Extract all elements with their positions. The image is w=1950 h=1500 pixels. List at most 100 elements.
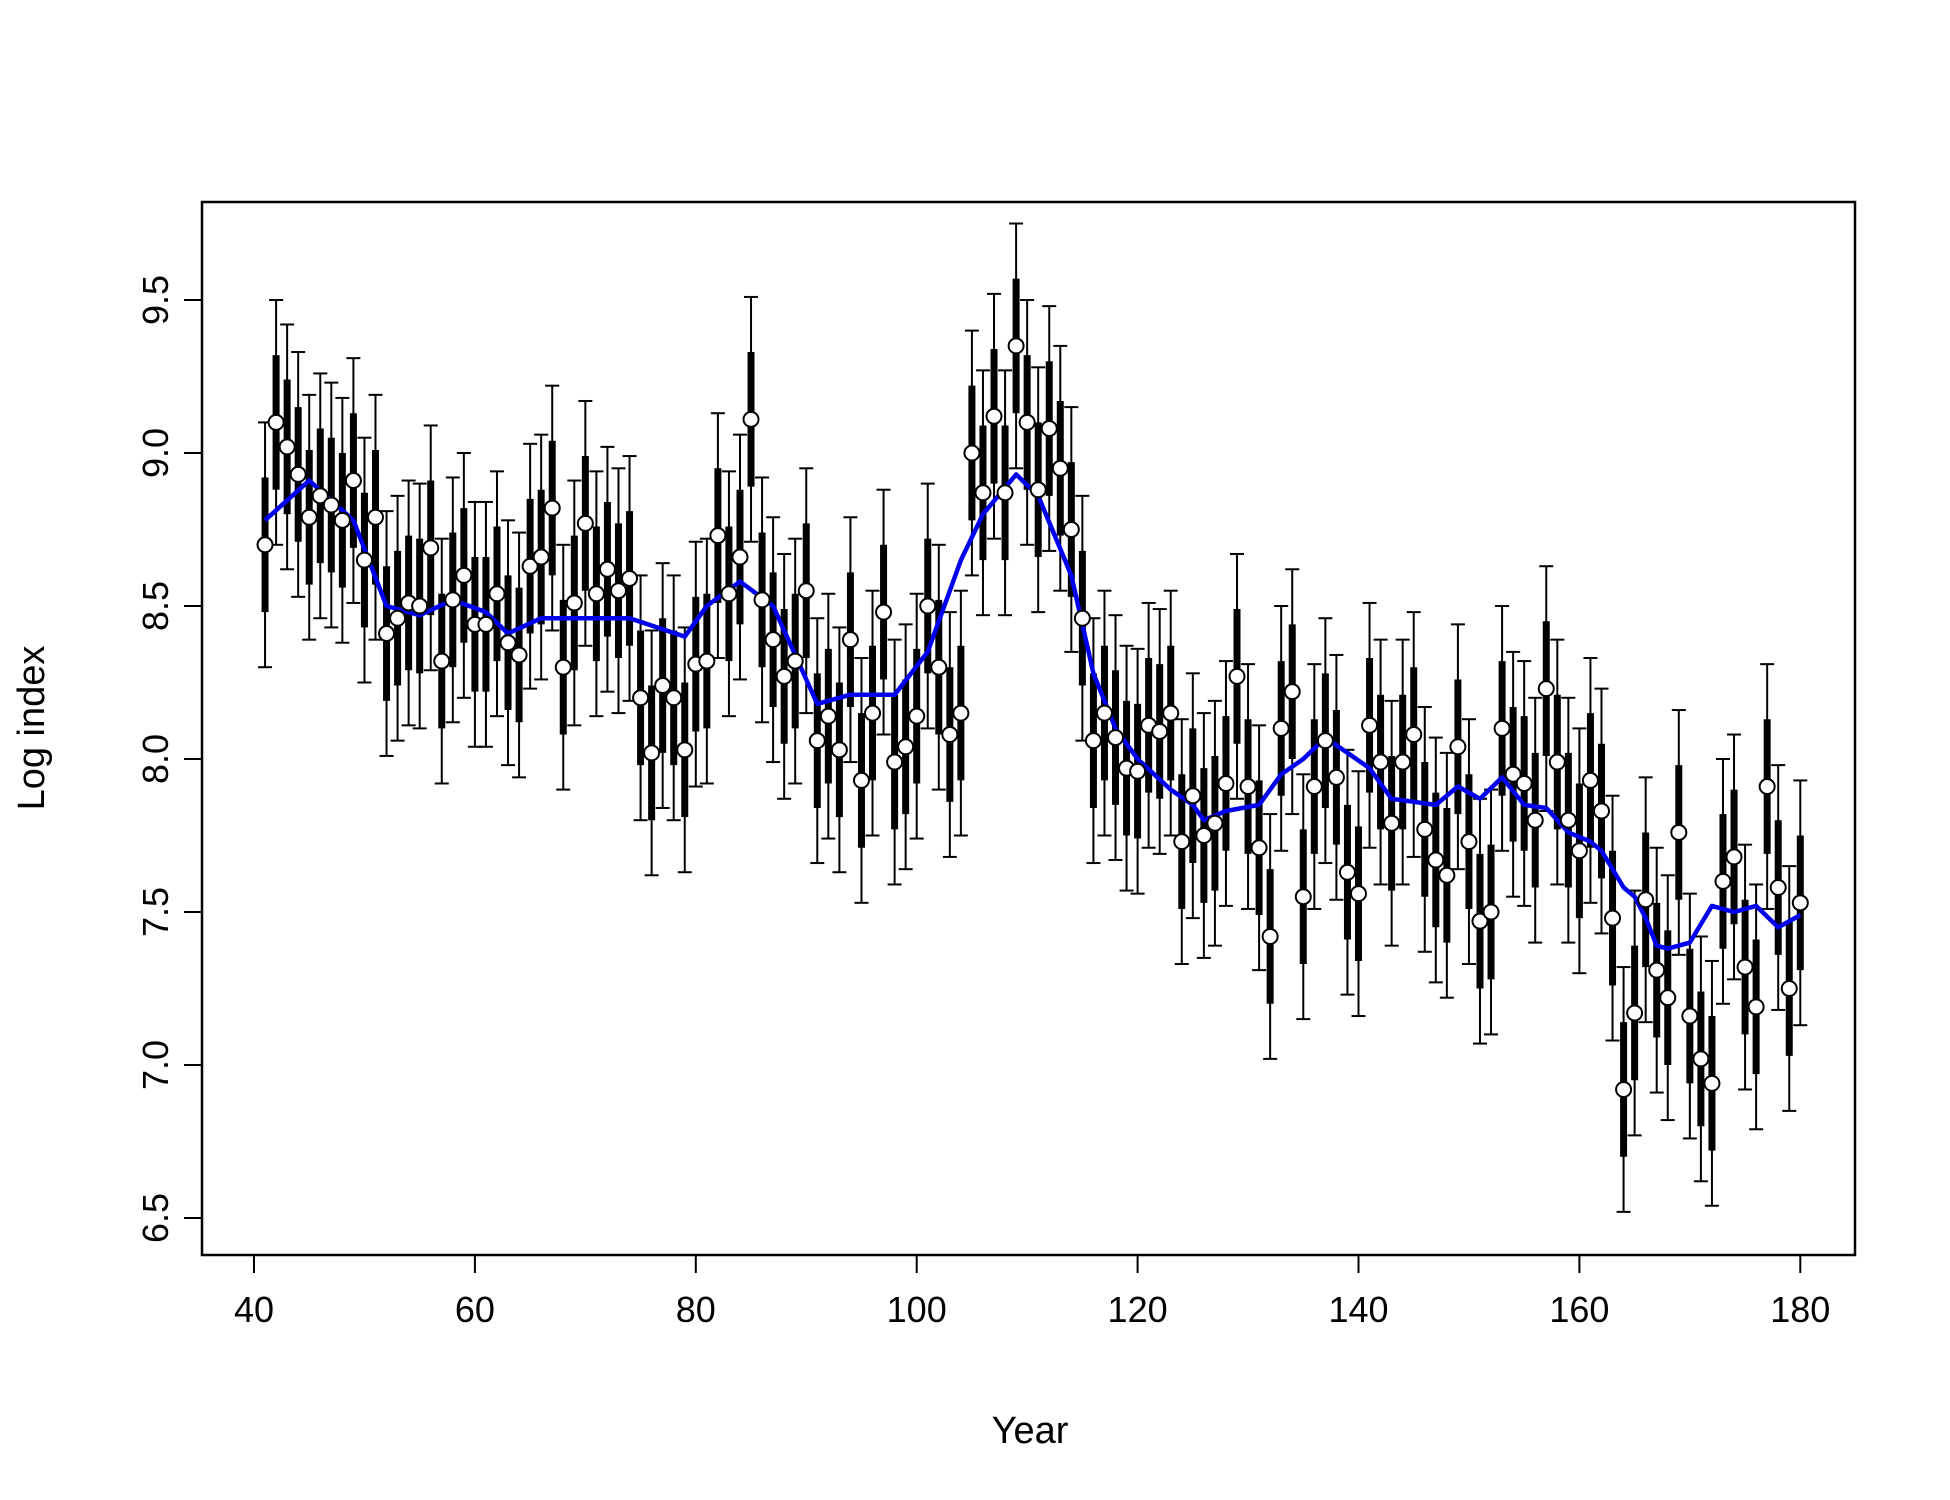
data-point <box>709 527 727 545</box>
y-tick-label: 9.5 <box>135 275 176 325</box>
data-point <box>1107 729 1125 747</box>
data-point <box>775 667 793 685</box>
data-point <box>1405 726 1423 744</box>
data-point <box>1449 738 1467 756</box>
data-point <box>477 615 495 633</box>
data-point <box>422 539 440 557</box>
data-point <box>609 582 627 600</box>
data-point <box>720 585 738 603</box>
y-tick-label: 7.5 <box>135 887 176 937</box>
data-point <box>1361 716 1379 734</box>
data-point <box>1548 753 1566 771</box>
data-point <box>886 753 904 771</box>
data-point <box>1592 802 1610 820</box>
data-point <box>621 569 639 587</box>
data-point <box>1261 927 1279 945</box>
data-point <box>1217 774 1235 792</box>
data-point <box>1648 961 1666 979</box>
data-point <box>786 652 804 670</box>
data-point <box>1460 833 1478 851</box>
data-point <box>543 499 561 517</box>
data-point <box>344 472 362 490</box>
data-point <box>1427 851 1445 869</box>
data-point <box>1350 885 1367 903</box>
x-tick-label: 40 <box>234 1289 274 1330</box>
data-point <box>996 484 1014 502</box>
data-point <box>974 484 992 502</box>
data-point <box>1615 1080 1633 1098</box>
data-point <box>1305 778 1323 796</box>
data-point <box>1051 459 1069 477</box>
y-tick-label: 9.0 <box>135 428 176 478</box>
data-point <box>1493 719 1511 737</box>
data-point <box>753 591 771 609</box>
data-point <box>1095 704 1113 722</box>
data-point <box>632 689 650 707</box>
y-axis-label: Log index <box>11 646 53 811</box>
data-point <box>1526 811 1544 829</box>
data-point <box>1173 833 1191 851</box>
data-point <box>1791 894 1809 912</box>
x-tick-label: 80 <box>676 1289 716 1330</box>
data-point <box>1758 778 1776 796</box>
data-point <box>797 582 815 600</box>
data-point <box>731 548 749 566</box>
data-point <box>897 738 915 756</box>
x-tick-label: 100 <box>887 1289 947 1330</box>
data-point <box>576 514 594 532</box>
data-point <box>819 707 837 725</box>
data-point <box>665 689 683 707</box>
data-point <box>1681 1007 1699 1025</box>
data-point <box>1736 958 1754 976</box>
data-point <box>1084 732 1102 750</box>
data-point <box>521 557 539 575</box>
data-point <box>1659 989 1677 1007</box>
data-points <box>256 337 1809 1098</box>
x-tick-label: 140 <box>1328 1289 1388 1330</box>
data-point <box>311 487 329 505</box>
data-point <box>355 551 373 569</box>
data-point <box>333 511 351 529</box>
data-point <box>852 771 870 789</box>
data-point <box>963 444 981 462</box>
data-point <box>1372 753 1390 771</box>
data-point <box>1581 771 1599 789</box>
data-point <box>499 634 517 652</box>
data-point <box>1559 811 1577 829</box>
error-bars <box>258 222 1808 1213</box>
y-tick-label: 6.5 <box>135 1193 176 1243</box>
data-point <box>941 726 959 744</box>
data-point <box>1316 732 1334 750</box>
data-point <box>919 597 937 615</box>
data-point <box>676 741 694 759</box>
x-tick-label: 160 <box>1549 1289 1609 1330</box>
data-point <box>554 658 572 676</box>
data-point <box>643 744 661 762</box>
data-point <box>908 707 926 725</box>
data-point <box>378 625 396 643</box>
x-tick-label: 120 <box>1108 1289 1168 1330</box>
data-point <box>1416 820 1434 838</box>
data-point <box>1604 909 1622 927</box>
data-point <box>1040 420 1058 438</box>
data-point <box>1692 1050 1710 1068</box>
data-point <box>488 585 506 603</box>
data-point <box>300 508 318 526</box>
data-point <box>565 594 583 612</box>
data-point <box>864 704 882 722</box>
data-point <box>1383 814 1401 832</box>
data-point <box>532 548 550 566</box>
data-point <box>1327 768 1345 786</box>
data-point <box>455 566 473 584</box>
data-point <box>1482 903 1500 921</box>
data-point <box>1062 521 1080 538</box>
data-point <box>1029 481 1047 499</box>
data-point <box>267 413 285 431</box>
data-point <box>1228 667 1246 685</box>
data-point <box>654 677 672 695</box>
smooth-line <box>263 472 1802 951</box>
data-point <box>1515 774 1533 792</box>
data-point <box>1129 762 1147 780</box>
data-point <box>1239 778 1257 796</box>
